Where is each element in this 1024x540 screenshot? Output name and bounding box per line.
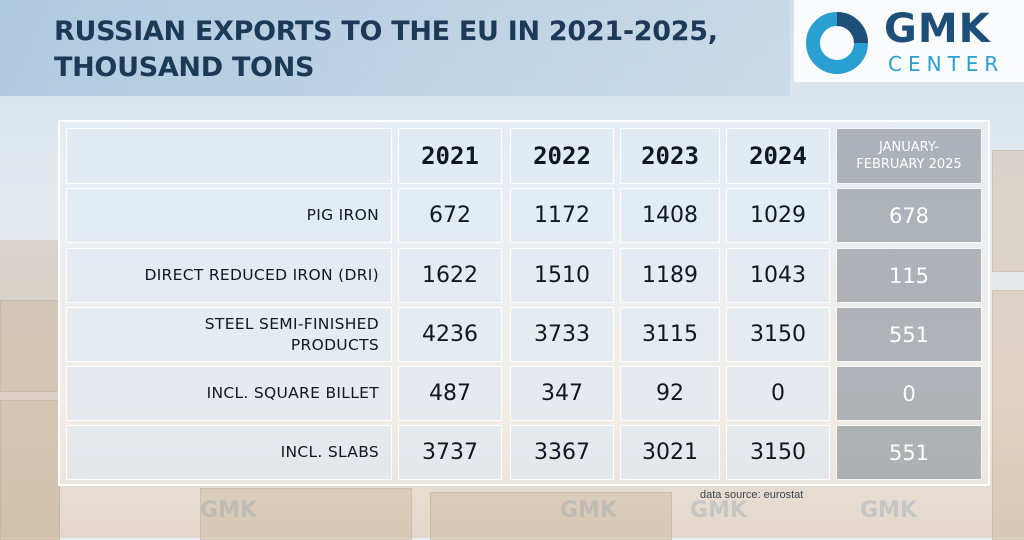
table-cell-value-text: 3150 bbox=[750, 440, 806, 465]
table-cell-value: 3150 bbox=[726, 307, 830, 362]
column-header: 2021 bbox=[398, 128, 502, 184]
table-cell-value-text: 551 bbox=[888, 440, 930, 465]
title-band bbox=[0, 0, 790, 96]
table-cell-value-text: 551 bbox=[888, 322, 930, 347]
table-cell-value: 4236 bbox=[398, 307, 502, 362]
table-cell-value-text: 115 bbox=[888, 263, 930, 288]
title-line-2: THOUSAND TONS bbox=[54, 52, 315, 83]
table-cell-value-text: 672 bbox=[429, 203, 471, 228]
table-cell-value: 3367 bbox=[510, 425, 614, 480]
bg-box bbox=[430, 492, 672, 540]
row-label: STEEL SEMI-FINISHED PRODUCTS bbox=[66, 307, 392, 362]
table-cell-value-text: 1043 bbox=[750, 263, 806, 288]
column-header: 2024 bbox=[726, 128, 830, 184]
column-header-text: 2021 bbox=[421, 142, 479, 170]
table-cell-value: 1029 bbox=[726, 188, 830, 243]
column-header: 2023 bbox=[620, 128, 720, 184]
bg-box bbox=[0, 400, 60, 540]
table-cell-value: 1510 bbox=[510, 248, 614, 303]
table-cell-value-text: 3367 bbox=[534, 440, 590, 465]
table-cell-value-text: 1510 bbox=[534, 263, 590, 288]
watermark: GMK bbox=[560, 498, 617, 523]
table-cell-value: 3115 bbox=[620, 307, 720, 362]
table-cell-value: 487 bbox=[398, 366, 502, 421]
column-header-text: 2023 bbox=[641, 142, 699, 170]
row-label-text: DIRECT REDUCED IRON (DRI) bbox=[144, 266, 379, 284]
table-cell-value-text: 678 bbox=[888, 203, 930, 228]
watermark: GMK bbox=[690, 498, 747, 523]
column-header: JANUARY- FEBRUARY 2025 bbox=[836, 128, 982, 184]
watermark: GMK bbox=[200, 498, 257, 523]
table-cell-value-text: 92 bbox=[656, 381, 684, 406]
table-cell-value: 672 bbox=[398, 188, 502, 243]
row-label: INCL. SQUARE BILLET bbox=[66, 366, 392, 421]
table-cell-value-text: 1189 bbox=[642, 263, 698, 288]
row-label: INCL. SLABS bbox=[66, 425, 392, 480]
bg-box bbox=[992, 150, 1024, 272]
title-line-1: RUSSIAN EXPORTS TO THE EU IN 2021-2025, bbox=[54, 16, 718, 47]
table-cell-value-text: 1622 bbox=[422, 263, 478, 288]
data-source: data source: eurostat bbox=[700, 489, 804, 501]
table-cell-value: 3021 bbox=[620, 425, 720, 480]
table-cell-value-text: 3733 bbox=[534, 322, 590, 347]
table-cell-value: 92 bbox=[620, 366, 720, 421]
table-cell-value: 1043 bbox=[726, 248, 830, 303]
row-label-text: STEEL SEMI-FINISHED PRODUCTS bbox=[204, 314, 379, 354]
table-cell-value: 1172 bbox=[510, 188, 614, 243]
table-cell-value: 1189 bbox=[620, 248, 720, 303]
table-cell-value: 1622 bbox=[398, 248, 502, 303]
table-cell-value-text: 1408 bbox=[642, 203, 698, 228]
watermark: GMK bbox=[860, 498, 917, 523]
header-corner bbox=[66, 128, 392, 184]
gmk-center-logo: GMK CENTER bbox=[794, 0, 1024, 82]
table-cell-value: 115 bbox=[836, 248, 982, 303]
column-header-text: JANUARY- FEBRUARY 2025 bbox=[856, 140, 962, 172]
column-header-text: 2024 bbox=[749, 142, 807, 170]
table-cell-value: 3150 bbox=[726, 425, 830, 480]
logo-sub: CENTER bbox=[888, 52, 1005, 76]
table-cell-value: 0 bbox=[836, 366, 982, 421]
table-cell-value-text: 3021 bbox=[642, 440, 698, 465]
table-cell-value: 347 bbox=[510, 366, 614, 421]
row-label-text: INCL. SQUARE BILLET bbox=[206, 384, 379, 402]
table-cell-value: 3733 bbox=[510, 307, 614, 362]
table-cell-value-text: 347 bbox=[541, 381, 583, 406]
table-cell-value-text: 1029 bbox=[750, 203, 806, 228]
chart-title: RUSSIAN EXPORTS TO THE EU IN 2021-2025, … bbox=[54, 14, 774, 86]
row-label: DIRECT REDUCED IRON (DRI) bbox=[66, 248, 392, 303]
table-cell-value-text: 4236 bbox=[422, 322, 478, 347]
logo-name: GMK bbox=[884, 6, 991, 52]
bg-shelf bbox=[0, 240, 60, 540]
table-cell-value: 551 bbox=[836, 425, 982, 480]
table-cell-value: 551 bbox=[836, 307, 982, 362]
table-cell-value-text: 0 bbox=[771, 381, 785, 406]
table-cell-value: 3737 bbox=[398, 425, 502, 480]
row-label: PIG IRON bbox=[66, 188, 392, 243]
table-cell-value: 1408 bbox=[620, 188, 720, 243]
bg-box bbox=[992, 290, 1024, 540]
logo-ring-icon bbox=[806, 12, 868, 74]
bg-box bbox=[0, 300, 60, 392]
table-cell-value-text: 0 bbox=[902, 381, 916, 406]
row-label-text: INCL. SLABS bbox=[280, 443, 379, 461]
table-cell-value-text: 3115 bbox=[642, 322, 698, 347]
table-cell-value: 0 bbox=[726, 366, 830, 421]
column-header-text: 2022 bbox=[533, 142, 591, 170]
table-cell-value: 678 bbox=[836, 188, 982, 243]
column-header: 2022 bbox=[510, 128, 614, 184]
row-label-text: PIG IRON bbox=[306, 206, 379, 224]
table-cell-value-text: 3737 bbox=[422, 440, 478, 465]
table-cell-value-text: 1172 bbox=[534, 203, 590, 228]
table-cell-value-text: 487 bbox=[429, 381, 471, 406]
table-cell-value-text: 3150 bbox=[750, 322, 806, 347]
